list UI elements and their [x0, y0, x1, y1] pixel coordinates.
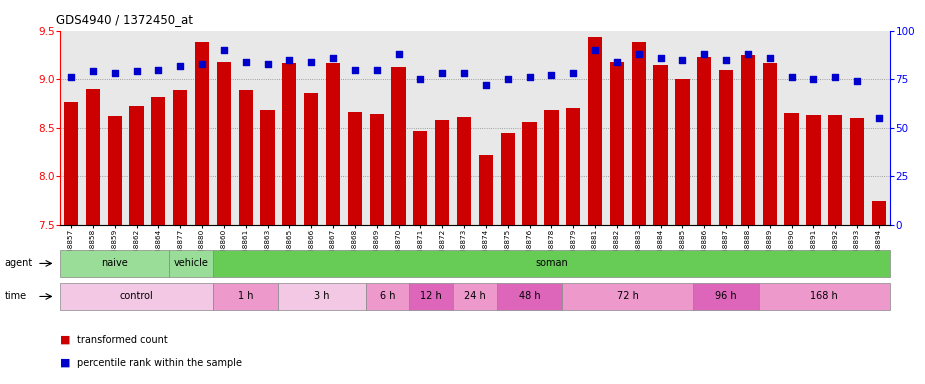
Point [828, 74, 843, 80]
Bar [828, 115, 843, 225]
Bar [86, 89, 100, 225]
Bar [632, 42, 646, 225]
Point [806, 76, 820, 82]
Point [762, 55, 777, 61]
Bar [741, 55, 755, 225]
Bar [479, 155, 493, 225]
Point [523, 74, 537, 80]
Bar [523, 122, 536, 225]
Point [784, 74, 799, 80]
Point [871, 115, 886, 121]
Point [435, 70, 450, 76]
Point [194, 61, 209, 67]
Point [85, 68, 100, 74]
Bar [107, 116, 122, 225]
Text: 24 h: 24 h [464, 291, 486, 301]
Point [216, 47, 231, 53]
Bar [675, 79, 689, 225]
Text: control: control [119, 291, 154, 301]
Bar [653, 65, 668, 225]
Bar [872, 201, 886, 225]
Point [741, 51, 756, 57]
Point [719, 57, 734, 63]
Text: ■: ■ [60, 335, 70, 345]
Text: vehicle: vehicle [174, 258, 208, 268]
Point [544, 72, 559, 78]
Bar [64, 101, 78, 225]
Bar [435, 120, 450, 225]
Text: 1 h: 1 h [238, 291, 253, 301]
Bar [348, 112, 362, 225]
Bar [544, 110, 559, 225]
Point [151, 66, 166, 73]
Point [632, 51, 647, 57]
Point [413, 76, 427, 82]
Text: soman: soman [535, 258, 568, 268]
Bar [152, 97, 166, 225]
Bar [173, 90, 188, 225]
Point [587, 47, 602, 53]
Point [303, 59, 318, 65]
Text: 12 h: 12 h [421, 291, 442, 301]
Text: 6 h: 6 h [380, 291, 395, 301]
Text: 48 h: 48 h [519, 291, 540, 301]
Point [348, 66, 363, 73]
Point [173, 63, 188, 69]
Bar [457, 117, 471, 225]
Point [369, 66, 384, 73]
Point [326, 55, 340, 61]
Bar [588, 36, 602, 225]
Bar [216, 62, 231, 225]
Text: percentile rank within the sample: percentile rank within the sample [77, 358, 241, 368]
Point [260, 61, 275, 67]
Bar [391, 66, 406, 225]
Text: GDS4940 / 1372450_at: GDS4940 / 1372450_at [56, 13, 192, 26]
Text: time: time [5, 291, 27, 301]
Point [391, 51, 406, 57]
Bar [807, 115, 820, 225]
Bar [370, 114, 384, 225]
Text: naive: naive [102, 258, 128, 268]
Bar [413, 131, 427, 225]
Point [850, 78, 865, 84]
Text: 168 h: 168 h [810, 291, 838, 301]
Point [675, 57, 690, 63]
Point [500, 76, 515, 82]
Point [653, 55, 668, 61]
Bar [566, 108, 580, 225]
Bar [762, 63, 777, 225]
Point [610, 59, 624, 65]
Point [239, 59, 253, 65]
Bar [850, 118, 864, 225]
Bar [500, 132, 515, 225]
Bar [784, 113, 798, 225]
Text: agent: agent [5, 258, 33, 268]
Text: 96 h: 96 h [715, 291, 737, 301]
Bar [697, 57, 711, 225]
Bar [719, 70, 734, 225]
Point [282, 57, 297, 63]
Bar [130, 106, 143, 225]
Bar [195, 42, 209, 225]
Point [107, 70, 122, 76]
Point [566, 70, 581, 76]
Bar [282, 63, 297, 225]
Text: 72 h: 72 h [617, 291, 639, 301]
Point [64, 74, 79, 80]
Bar [304, 93, 318, 225]
Bar [239, 90, 253, 225]
Bar [326, 63, 340, 225]
Point [130, 68, 144, 74]
Text: ■: ■ [60, 358, 70, 368]
Point [457, 70, 472, 76]
Text: 3 h: 3 h [314, 291, 330, 301]
Point [478, 82, 493, 88]
Bar [261, 110, 275, 225]
Point [697, 51, 711, 57]
Bar [610, 62, 624, 225]
Text: transformed count: transformed count [77, 335, 167, 345]
